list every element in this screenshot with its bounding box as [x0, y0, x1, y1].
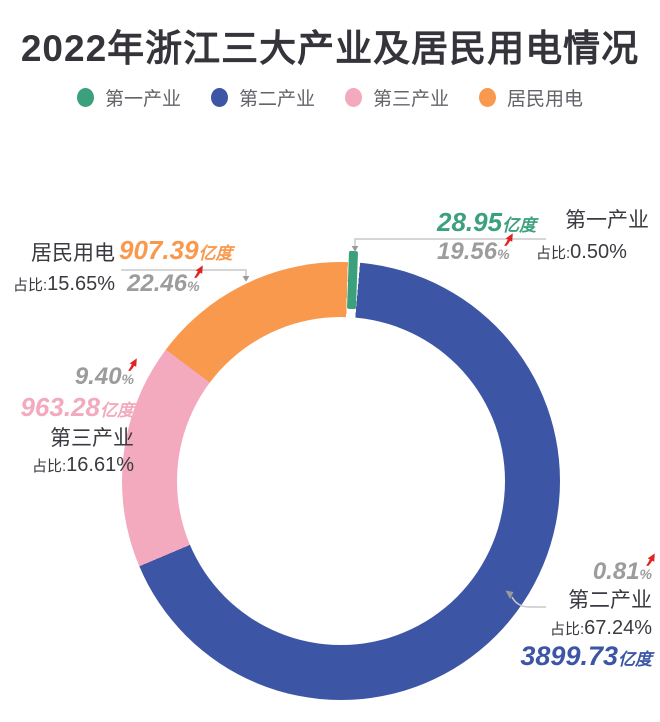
legend-dot-residential-icon	[479, 88, 497, 107]
residential-share: 占比:15.65%	[0, 274, 115, 294]
legend-label: 第二产业	[238, 89, 315, 110]
value-number: 28.95	[437, 207, 503, 237]
share-value: 67.24%	[584, 617, 652, 639]
value-unit: 亿度	[100, 401, 134, 420]
growth-number: 19.56	[437, 238, 498, 265]
second-industry-growth: 0.81%	[592, 553, 655, 585]
growth-percent-sign: %	[639, 566, 652, 582]
page-title: 2022年浙江三大产业及居民用电情况	[20, 28, 640, 69]
value-unit: 亿度	[618, 650, 652, 669]
legend: 第一产业 第二产业 第三产业 居民用电	[0, 84, 660, 111]
value-number: 3899.73	[520, 641, 618, 671]
first-industry-growth: 19.56%	[437, 233, 513, 265]
growth-number: 0.81	[592, 558, 640, 585]
donut-hole	[177, 317, 505, 645]
value-unit: 亿度	[502, 216, 537, 235]
donut-chart	[122, 262, 560, 700]
value-unit: 亿度	[198, 244, 233, 263]
first-industry-value: 28.95亿度	[437, 209, 536, 235]
share-value: 15.65%	[47, 273, 115, 295]
legend-dot-second-industry-icon	[210, 88, 228, 107]
share-prefix: 占比:	[536, 245, 571, 262]
third-industry-value: 963.28亿度	[20, 394, 134, 420]
growth-percent-sign: %	[497, 246, 510, 262]
residential-value: 907.39亿度	[119, 237, 233, 263]
growth-up-arrow-icon	[193, 265, 203, 278]
legend-label: 居民用电	[507, 89, 584, 110]
growth-up-arrow-icon	[646, 553, 655, 566]
legend-dot-first-industry-icon	[76, 88, 94, 107]
legend-item-first-industry: 第一产业	[76, 84, 181, 111]
growth-up-arrow-icon	[128, 358, 137, 371]
legend-item-residential: 居民用电	[479, 84, 583, 111]
second-industry-callout: 0.81% 第二产业 占比:67.24% 3899.73亿度	[498, 553, 655, 670]
residential-name: 居民用电	[31, 242, 115, 265]
legend-item-second-industry: 第二产业	[210, 84, 315, 111]
legend-label: 第三产业	[373, 89, 450, 110]
legend-label: 第一产业	[104, 89, 181, 110]
legend-item-third-industry: 第三产业	[345, 84, 449, 111]
residential-growth: 22.46%	[127, 265, 203, 297]
third-industry-growth: 9.40%	[74, 358, 137, 390]
share-prefix: 占比:	[549, 621, 585, 638]
second-industry-value: 3899.73亿度	[520, 643, 652, 670]
growth-number: 22.46	[127, 270, 188, 297]
third-industry-callout: 9.40% 963.28亿度 第三产业 占比:16.61%	[4, 358, 137, 475]
second-industry-name: 第二产业	[568, 589, 652, 612]
first-industry-share: 占比:0.50%	[536, 242, 627, 262]
legend-dot-third-industry-icon	[345, 88, 362, 107]
third-industry-share: 占比:16.61%	[32, 455, 134, 475]
value-number: 963.28	[20, 392, 100, 422]
share-value: 16.61%	[66, 454, 134, 476]
first-industry-name: 第一产业	[565, 209, 649, 232]
share-prefix: 占比:	[12, 277, 48, 294]
share-prefix: 占比:	[31, 458, 67, 475]
growth-up-arrow-icon	[503, 233, 513, 246]
second-industry-share: 占比:67.24%	[550, 618, 652, 638]
growth-number: 9.40	[74, 363, 122, 390]
growth-percent-sign: %	[121, 371, 134, 387]
growth-percent-sign: %	[187, 278, 200, 294]
third-industry-name: 第三产业	[50, 427, 134, 450]
value-number: 907.39	[119, 235, 199, 265]
share-value: 0.50%	[570, 241, 627, 263]
